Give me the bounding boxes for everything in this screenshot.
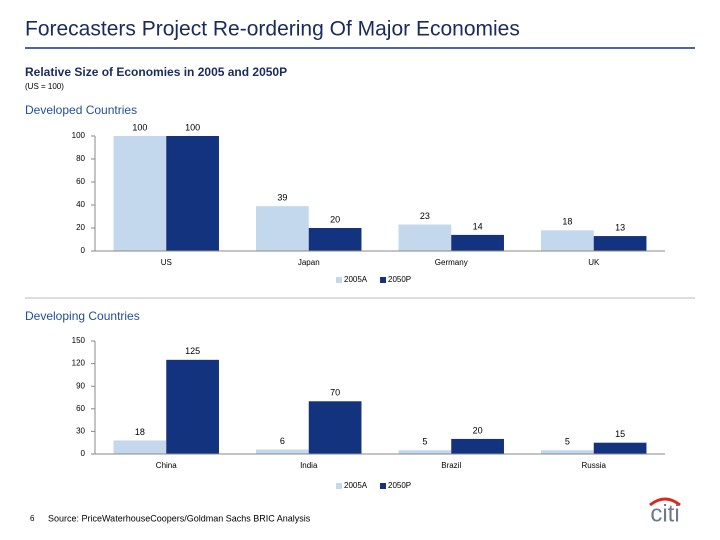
chart-title: Developing Countries <box>25 309 140 323</box>
legend-swatch <box>336 483 342 489</box>
y-tick-label: 20 <box>76 223 85 232</box>
value-label: 5 <box>565 437 570 447</box>
bar <box>256 449 309 454</box>
legend-label: 2050P <box>388 481 411 490</box>
bar <box>308 228 362 251</box>
y-tick-label: 80 <box>76 154 85 163</box>
value-label: 18 <box>135 427 145 437</box>
y-tick-label: 60 <box>76 177 85 186</box>
value-label: 100 <box>185 122 200 132</box>
slide-title: Forecasters Project Re-ordering Of Major… <box>25 18 520 41</box>
y-tick-label: 150 <box>72 336 86 345</box>
bar <box>593 236 647 251</box>
legend-swatch <box>380 277 386 283</box>
legend-label: 2050P <box>388 275 411 284</box>
legend-swatch <box>336 277 342 283</box>
x-tick-label: UK <box>588 258 600 267</box>
x-tick-label: India <box>300 461 318 470</box>
y-tick-label: 30 <box>76 427 85 436</box>
chart-title: Developed Countries <box>25 103 137 117</box>
value-label: 20 <box>330 214 340 224</box>
bar <box>451 234 504 251</box>
x-tick-label: Japan <box>298 258 320 267</box>
value-label: 14 <box>473 221 483 231</box>
x-tick-label: US <box>161 258 172 267</box>
bar <box>166 136 219 251</box>
bar <box>398 450 452 454</box>
y-tick-label: 60 <box>76 404 85 413</box>
bar <box>166 359 219 454</box>
bar <box>541 450 594 454</box>
note: (US = 100) <box>25 82 64 91</box>
y-tick-label: 90 <box>76 381 85 390</box>
y-tick-label: 0 <box>81 449 86 458</box>
value-label: 125 <box>185 346 200 356</box>
value-label: 100 <box>132 122 147 132</box>
legend-swatch <box>380 483 386 489</box>
page-number: 6 <box>30 514 35 523</box>
y-tick-label: 0 <box>81 246 86 255</box>
value-label: 23 <box>420 211 430 221</box>
x-tick-label: China <box>156 461 177 470</box>
subtitle: Relative Size of Economies in 2005 and 2… <box>25 65 287 79</box>
value-label: 20 <box>473 425 483 435</box>
bar <box>256 206 309 251</box>
x-tick-label: Germany <box>435 258 468 267</box>
value-label: 18 <box>562 217 572 227</box>
logo: citi <box>650 500 679 527</box>
bar <box>113 136 167 251</box>
bar <box>593 442 647 454</box>
legend-label: 2005A <box>344 481 368 490</box>
bar <box>308 401 362 454</box>
y-tick-label: 120 <box>72 359 86 368</box>
y-tick-label: 100 <box>72 131 86 140</box>
x-tick-label: Russia <box>582 461 607 470</box>
bar <box>451 438 504 454</box>
x-tick-label: Brazil <box>441 461 461 470</box>
value-label: 70 <box>330 388 340 398</box>
value-label: 6 <box>280 436 285 446</box>
value-label: 13 <box>615 222 625 232</box>
logo-arc <box>649 497 681 507</box>
y-tick-label: 40 <box>76 200 85 209</box>
value-label: 15 <box>615 429 625 439</box>
source: Source: PriceWaterhouseCoopers/Goldman S… <box>48 513 311 523</box>
bar <box>113 440 167 454</box>
bar <box>398 224 452 251</box>
bar <box>541 230 594 251</box>
legend-label: 2005A <box>344 275 368 284</box>
value-label: 5 <box>422 437 427 447</box>
value-label: 39 <box>277 193 287 203</box>
